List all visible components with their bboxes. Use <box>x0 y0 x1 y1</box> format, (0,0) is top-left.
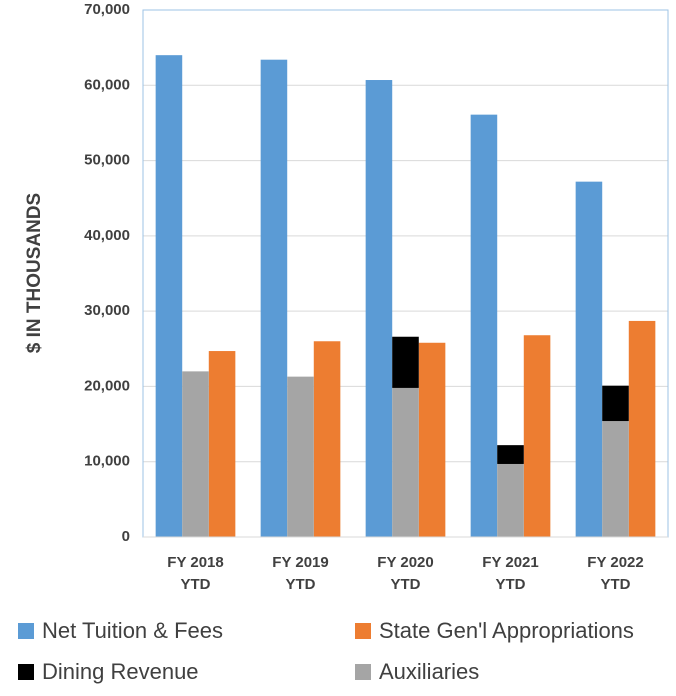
bar <box>470 114 498 537</box>
legend-swatch <box>18 623 34 639</box>
bar-segment <box>287 376 314 537</box>
y-tick-label: 0 <box>122 528 130 545</box>
legend-swatch <box>355 664 371 680</box>
x-tick-label: FY 2018 YTD <box>167 554 224 593</box>
legend-label: Auxiliaries <box>379 659 479 684</box>
bar <box>313 341 341 537</box>
legend-swatch <box>18 664 34 680</box>
y-tick-label: 40,000 <box>84 227 130 244</box>
bar-segment <box>392 387 419 537</box>
y-tick-label: 30,000 <box>84 302 130 319</box>
bar-segment <box>497 445 524 464</box>
y-tick-label: 60,000 <box>84 76 130 93</box>
bar <box>208 351 236 537</box>
y-axis-title: $ IN THOUSANDS <box>24 193 45 353</box>
bar-segment <box>182 371 209 537</box>
bar-segment <box>497 463 524 537</box>
bar-segment <box>602 385 629 422</box>
bar <box>260 59 288 538</box>
bar <box>523 335 551 537</box>
y-tick-label: 20,000 <box>84 377 130 394</box>
bar <box>575 181 603 537</box>
y-tick-label: 70,000 <box>84 1 130 18</box>
bar <box>365 80 393 537</box>
legend-swatch <box>355 623 371 639</box>
legend-label: State Gen'l Appropriations <box>379 618 634 643</box>
x-tick-label: FY 2019 YTD <box>272 554 329 593</box>
legend-label: Net Tuition & Fees <box>42 618 223 643</box>
bar <box>418 342 446 537</box>
bar-segment <box>602 421 629 537</box>
y-tick-label: 50,000 <box>84 152 130 169</box>
bar-segment <box>392 336 419 388</box>
bar <box>628 320 656 537</box>
x-tick-label: FY 2022 YTD <box>587 554 644 593</box>
x-tick-label: FY 2020 YTD <box>377 554 434 593</box>
bar <box>155 55 183 538</box>
y-tick-label: 10,000 <box>84 453 130 470</box>
legend-label: Dining Revenue <box>42 659 199 684</box>
x-tick-label: FY 2021 YTD <box>482 554 539 593</box>
